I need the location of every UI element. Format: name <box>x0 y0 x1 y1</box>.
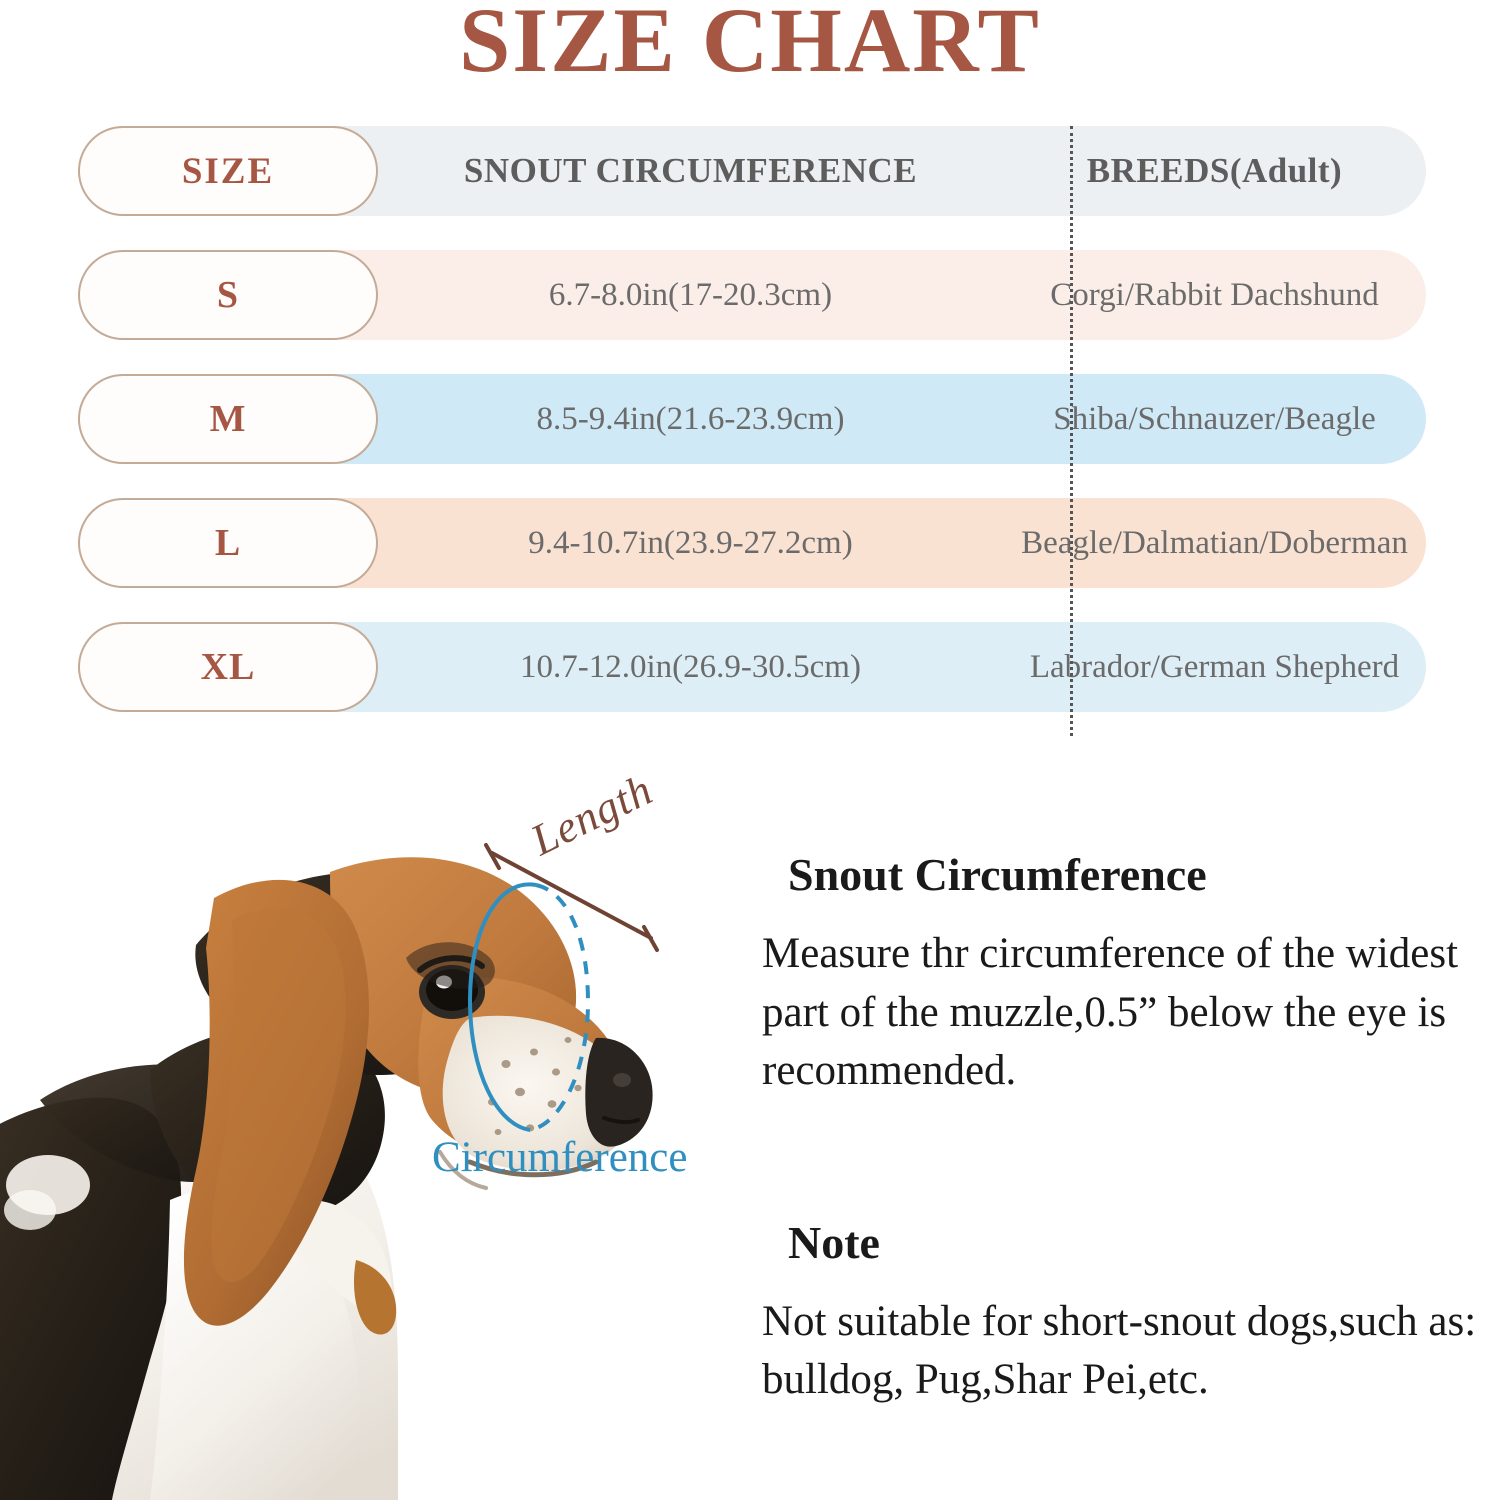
snout-circumference-heading: Snout Circumference <box>742 840 1265 916</box>
row-size-pill: S <box>78 250 378 340</box>
row-breeds-cell: Labrador/German Shepherd <box>1003 622 1426 712</box>
row-snout-value: 9.4-10.7in(23.9-27.2cm) <box>528 524 853 561</box>
column-divider-dotted-line <box>1070 126 1073 736</box>
row-breeds-cell: Shiba/Schnauzer/Beagle <box>1003 374 1426 464</box>
table-row: L 9.4-10.7in(23.9-27.2cm) Beagle/Dalmati… <box>78 498 1426 588</box>
table-header-row: SIZE SNOUT CIRCUMFERENCE BREEDS(Adult) <box>78 126 1426 216</box>
note-body: Not suitable for short-snout dogs,such a… <box>762 1298 1477 1404</box>
row-breeds-value: Shiba/Schnauzer/Beagle <box>1053 400 1376 437</box>
row-size-label: S <box>216 274 240 316</box>
info-panel: Snout Circumference Measure thr circumfe… <box>742 840 1497 1410</box>
header-cell-size: SIZE <box>78 126 378 216</box>
snout-circumference-body: Measure thr circumference of the widest … <box>762 930 1459 1095</box>
header-label-size: SIZE <box>181 150 275 192</box>
row-size-pill: M <box>78 374 378 464</box>
row-breeds-cell: Beagle/Dalmatian/Doberman <box>1003 498 1426 588</box>
header-label-snout: SNOUT CIRCUMFERENCE <box>463 151 918 190</box>
row-snout-value: 10.7-12.0in(26.9-30.5cm) <box>520 648 861 685</box>
row-size-label: M <box>209 398 247 440</box>
table-row: XL 10.7-12.0in(26.9-30.5cm) Labrador/Ger… <box>78 622 1426 712</box>
row-size-label: L <box>214 522 242 564</box>
circumference-annotation-label: Circumference <box>432 1134 688 1181</box>
table-row: S 6.7-8.0in(17-20.3cm) Corgi/Rabbit Dach… <box>78 250 1426 340</box>
header-label-breeds: BREEDS(Adult) <box>1086 151 1343 190</box>
row-snout-value: 8.5-9.4in(21.6-23.9cm) <box>536 400 845 437</box>
page-title: SIZE CHART <box>459 0 1041 91</box>
size-chart-table: SIZE SNOUT CIRCUMFERENCE BREEDS(Adult) S… <box>78 126 1426 712</box>
row-snout-cell: 10.7-12.0in(26.9-30.5cm) <box>378 622 1003 712</box>
header-cell-snout: SNOUT CIRCUMFERENCE <box>378 126 1003 216</box>
dog-photo <box>0 780 700 1500</box>
row-size-pill: XL <box>78 622 378 712</box>
row-snout-cell: 9.4-10.7in(23.9-27.2cm) <box>378 498 1003 588</box>
table-row: M 8.5-9.4in(21.6-23.9cm) Shiba/Schnauzer… <box>78 374 1426 464</box>
header-cell-breeds: BREEDS(Adult) <box>1003 126 1426 216</box>
row-snout-cell: 8.5-9.4in(21.6-23.9cm) <box>378 374 1003 464</box>
row-snout-cell: 6.7-8.0in(17-20.3cm) <box>378 250 1003 340</box>
note-heading: Note <box>742 1208 938 1284</box>
row-breeds-cell: Corgi/Rabbit Dachshund <box>1003 250 1426 340</box>
row-snout-value: 6.7-8.0in(17-20.3cm) <box>548 276 833 313</box>
row-breeds-value: Beagle/Dalmatian/Doberman <box>1021 524 1408 561</box>
snout-circumference-block: Snout Circumference Measure thr circumfe… <box>742 840 1497 1101</box>
row-size-label: XL <box>200 646 256 688</box>
row-breeds-value: Corgi/Rabbit Dachshund <box>1050 276 1379 313</box>
row-breeds-value: Labrador/German Shepherd <box>1029 648 1400 685</box>
note-block: Note Not suitable for short-snout dogs,s… <box>742 1208 1497 1410</box>
row-size-pill: L <box>78 498 378 588</box>
